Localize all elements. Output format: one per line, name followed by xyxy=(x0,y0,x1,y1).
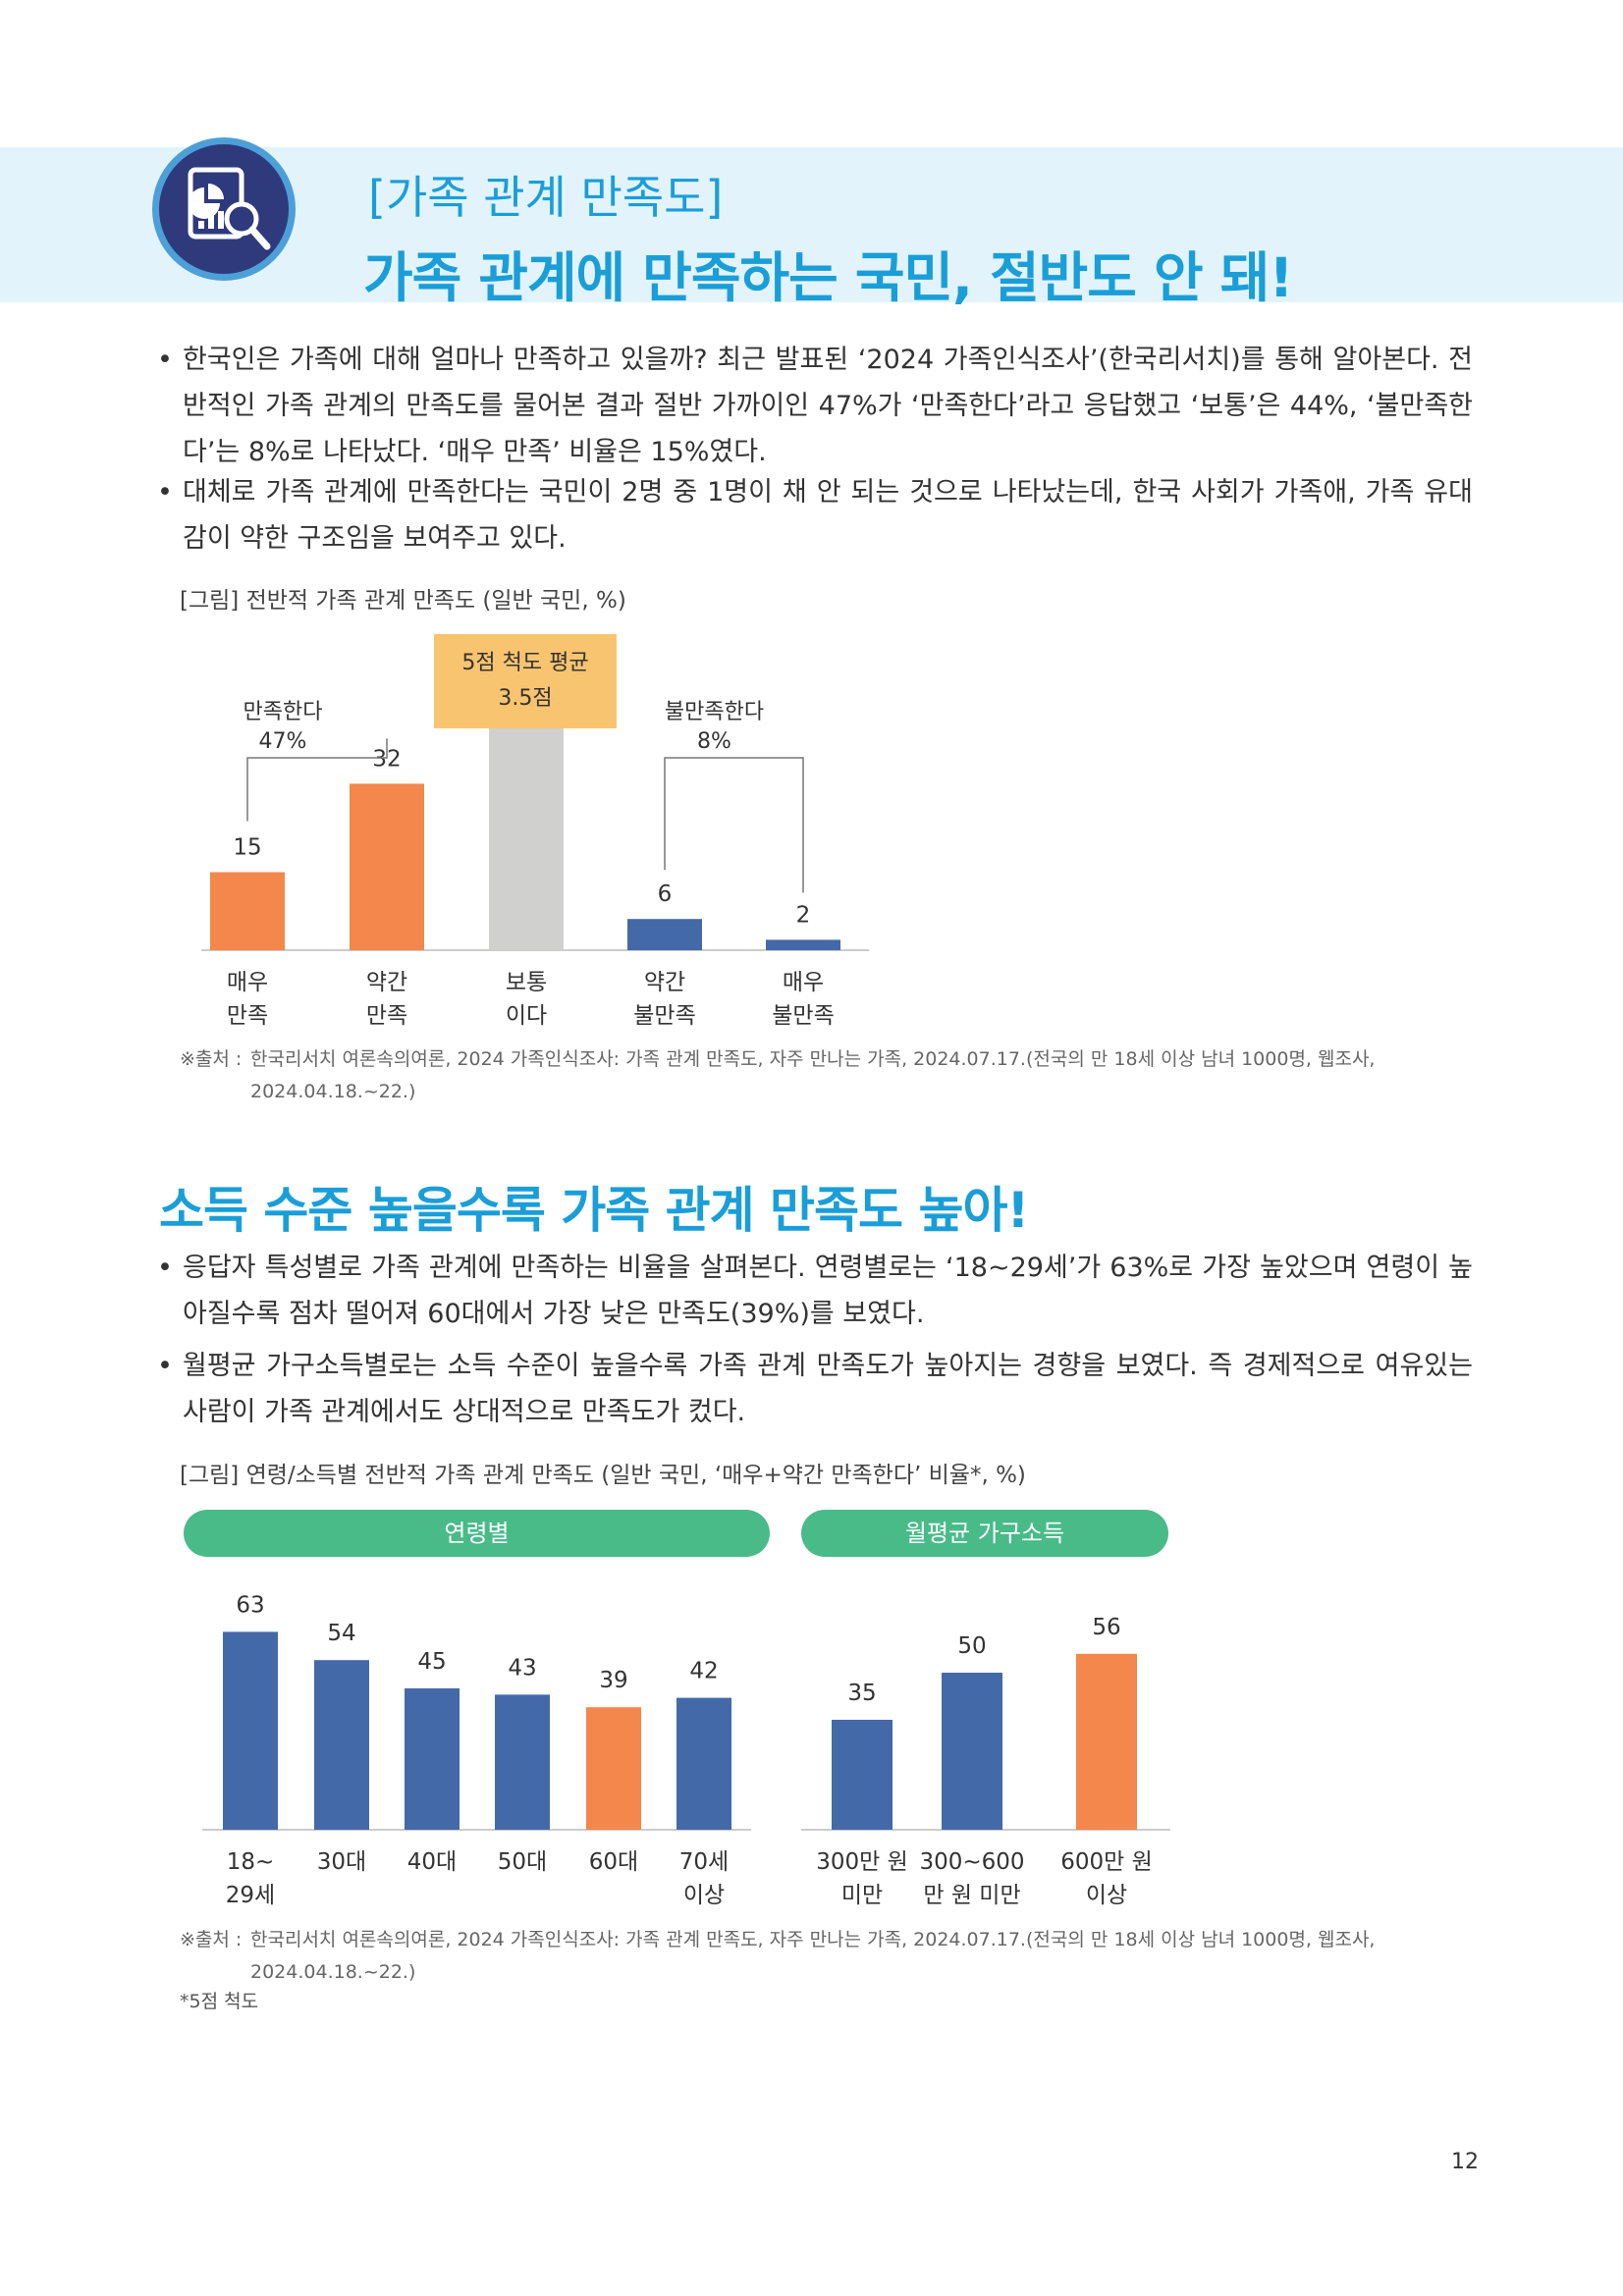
category-label: 매우 xyxy=(227,970,268,995)
category-label: 이상 xyxy=(1086,1883,1127,1908)
source-lead: ※출처 : xyxy=(180,1929,243,1950)
category-label: 50대 xyxy=(498,1849,547,1875)
bar-value-label: 54 xyxy=(327,1621,355,1646)
source-note: ※출처 : 한국리서치 여론속의여론, 2024 가족인식조사: 가족 관계 만… xyxy=(180,1924,1486,1989)
bar xyxy=(1076,1653,1137,1830)
source-text: 한국리서치 여론속의여론, 2024 가족인식조사: 가족 관계 만족도, 자주… xyxy=(250,1929,1376,1983)
bullet-dot: • xyxy=(157,1253,173,1283)
bar-value-label: 6 xyxy=(658,881,673,907)
category-label: 보통 xyxy=(506,970,547,995)
bar-value-label: 50 xyxy=(957,1633,986,1659)
category-label: 미만 xyxy=(841,1883,883,1908)
bullet-paragraph: • 응답자 특성별로 가족 관계에 만족하는 비율을 살펴본다. 연령별로는 ‘… xyxy=(157,1245,1473,1337)
bar xyxy=(223,1631,278,1830)
category-label: 60대 xyxy=(589,1849,638,1875)
category-label: 만족 xyxy=(227,1003,268,1029)
paragraph-text: 대체로 가족 관계에 만족한다는 국민이 2명 중 1명이 채 안 되는 것으로… xyxy=(183,477,1473,554)
dissatisfied-percent: 8% xyxy=(697,729,731,754)
bar-value-label: 15 xyxy=(233,835,261,861)
category-label: 만족 xyxy=(366,1003,407,1029)
bar xyxy=(832,1720,893,1830)
category-label: 이다 xyxy=(506,1003,547,1029)
bar xyxy=(676,1697,731,1830)
bar xyxy=(627,919,702,950)
source-lead: ※출처 : xyxy=(180,1048,243,1070)
category-label: 약간 xyxy=(644,970,685,995)
bar-value-label: 2 xyxy=(796,902,811,928)
page-number: 12 xyxy=(1451,2150,1479,2174)
paragraph-text: 응답자 특성별로 가족 관계에 만족하는 비율을 살펴본다. 연령별로는 ‘18… xyxy=(183,1253,1473,1329)
bar-value-label: 43 xyxy=(508,1655,536,1681)
income-group-pill: 월평균 가구소득 xyxy=(801,1510,1168,1557)
category-label: 이상 xyxy=(683,1883,725,1908)
bar-value-label: 63 xyxy=(236,1592,264,1618)
figure-caption: [그림] 전반적 가족 관계 만족도 (일반 국민, %) xyxy=(180,588,626,614)
dissatisfied-label: 불만족한다 xyxy=(665,700,764,724)
dissatisfied-bracket xyxy=(664,757,804,893)
document-chart-magnifier-icon xyxy=(152,137,296,281)
bar-value-label: 39 xyxy=(599,1668,627,1693)
category-label: 매우 xyxy=(783,970,824,995)
bullet-paragraph: • 대체로 가족 관계에 만족한다는 국민이 2명 중 1명이 채 안 되는 것… xyxy=(157,469,1473,561)
category-label: 300만 원 xyxy=(816,1849,908,1875)
paragraph-text: 한국인은 가족에 대해 얼마나 만족하고 있을까? 최근 발표된 ‘2024 가… xyxy=(183,345,1473,467)
bullet-dot: • xyxy=(157,345,173,375)
bar xyxy=(314,1660,369,1830)
page-title: 가족 관계에 만족하는 국민, 절반도 안 돼! xyxy=(363,246,1293,309)
bar-value-label: 42 xyxy=(689,1659,718,1684)
figure-caption: [그림] 연령/소득별 전반적 가족 관계 만족도 (일반 국민, ‘매우+약간… xyxy=(180,1463,1026,1488)
footnote: *5점 척도 xyxy=(180,1991,259,2012)
bullet-paragraph: • 한국인은 가족에 대해 얼마나 만족하고 있을까? 최근 발표된 ‘2024… xyxy=(157,337,1473,475)
bar-value-label: 35 xyxy=(847,1681,876,1706)
bullet-paragraph: • 월평균 가구소득별로는 소득 수준이 높을수록 가족 관계 만족도가 높아지… xyxy=(157,1343,1473,1435)
satisfied-label: 만족한다 xyxy=(243,700,323,724)
average-label: 5점 척도 평균 xyxy=(461,651,588,675)
bar xyxy=(405,1688,460,1830)
bar-value-label: 45 xyxy=(417,1649,446,1675)
bar xyxy=(586,1707,641,1830)
category-label: 40대 xyxy=(407,1849,457,1875)
source-text: 한국리서치 여론속의여론, 2024 가족인식조사: 가족 관계 만족도, 자주… xyxy=(250,1048,1376,1102)
category-label: 불만족 xyxy=(633,1003,695,1029)
category-label: 불만족 xyxy=(772,1003,834,1029)
category-label: 만 원 미만 xyxy=(923,1883,1020,1908)
category-label: 300~600 xyxy=(919,1849,1024,1875)
satisfaction-bar-chart: 15매우만족32약간만족44보통이다6약간불만족2매우불만족만족한다47%불만족… xyxy=(201,634,869,1029)
source-note: ※출처 : 한국리서치 여론속의여론, 2024 가족인식조사: 가족 관계 만… xyxy=(180,1043,1486,1108)
category-label: 70세 xyxy=(679,1849,729,1875)
bullet-dot: • xyxy=(157,1351,173,1381)
bar xyxy=(766,939,840,950)
category-label: 약간 xyxy=(366,970,407,995)
satisfied-percent: 47% xyxy=(259,729,307,754)
average-box xyxy=(434,634,617,728)
category-label: 30대 xyxy=(317,1849,366,1875)
bar xyxy=(495,1694,550,1830)
section-title: 소득 수준 높을수록 가족 관계 만족도 높아! xyxy=(159,1182,1029,1239)
bar xyxy=(489,721,564,950)
bar xyxy=(942,1673,1002,1830)
satisfied-bracket xyxy=(246,738,388,822)
bar xyxy=(350,783,424,950)
category-label: 29세 xyxy=(226,1883,275,1908)
bullet-dot: • xyxy=(157,477,173,507)
bar-value-label: 56 xyxy=(1092,1615,1120,1640)
section-subtitle: [가족 관계 만족도] xyxy=(368,171,724,224)
paragraph-text: 월평균 가구소득별로는 소득 수준이 높을수록 가족 관계 만족도가 높아지는 … xyxy=(183,1351,1473,1427)
age-group-pill: 연령별 xyxy=(184,1510,770,1557)
category-label: 18~ xyxy=(227,1849,275,1875)
category-label: 600만 원 xyxy=(1060,1849,1153,1875)
average-value: 3.5점 xyxy=(498,686,552,711)
bar xyxy=(210,872,285,950)
